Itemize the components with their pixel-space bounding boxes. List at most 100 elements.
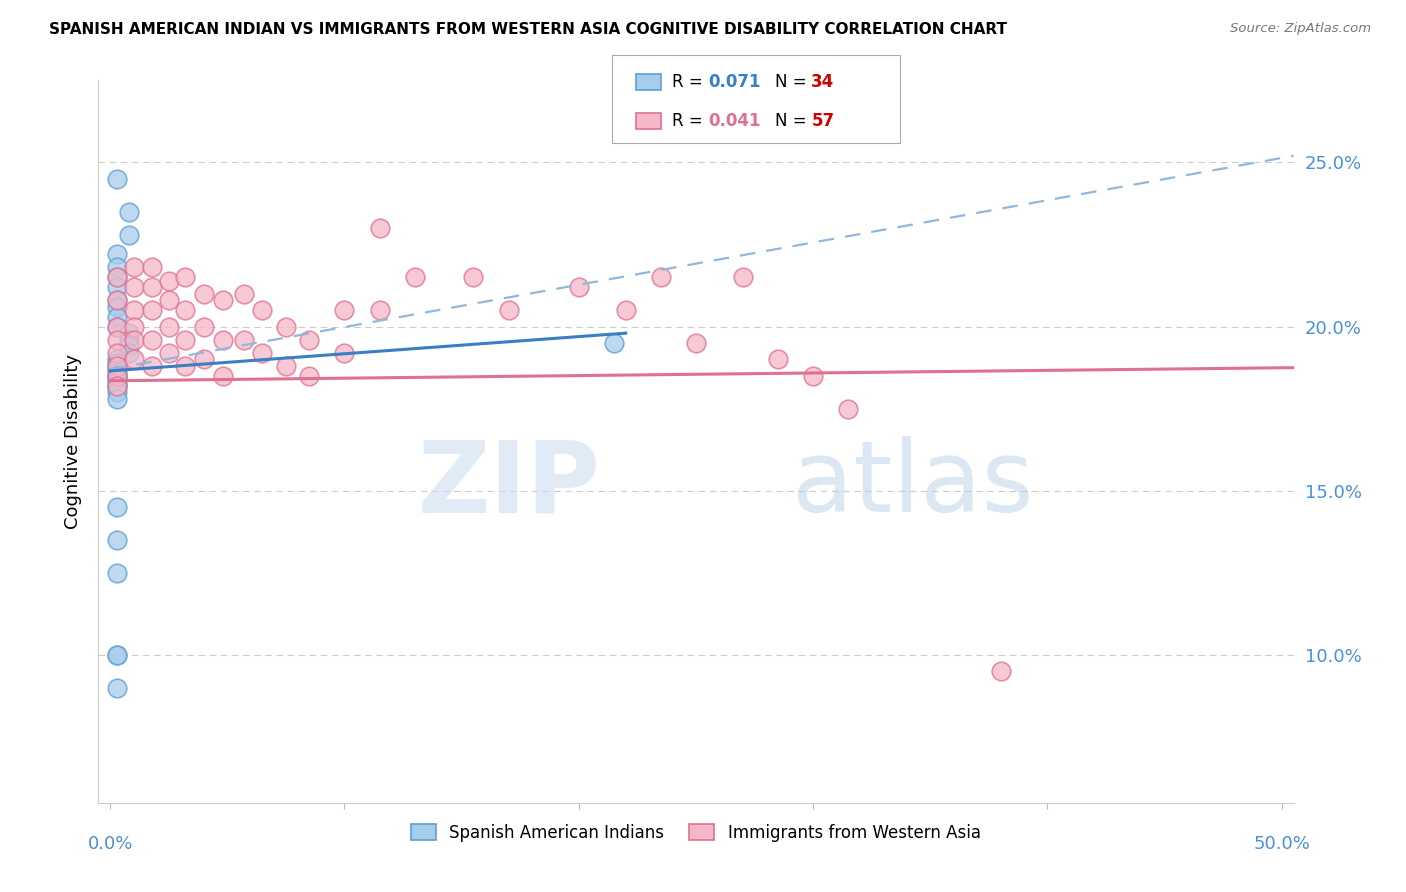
- Point: [118, 346, 141, 360]
- Point: [105, 500, 128, 515]
- Point: [141, 333, 163, 347]
- Point: [174, 303, 197, 318]
- Text: N =: N =: [775, 73, 811, 91]
- Point: [157, 293, 180, 308]
- Point: [122, 260, 145, 275]
- Point: [105, 247, 128, 261]
- Point: [614, 303, 637, 318]
- Point: [118, 339, 141, 353]
- Point: [731, 270, 754, 285]
- Text: 50.0%: 50.0%: [1253, 835, 1310, 854]
- Point: [122, 303, 145, 318]
- Point: [105, 368, 128, 383]
- Point: [105, 359, 128, 373]
- Point: [105, 378, 128, 392]
- Point: [105, 260, 128, 275]
- Point: [122, 333, 145, 347]
- Point: [105, 566, 128, 580]
- Point: [211, 368, 233, 383]
- Point: [274, 319, 297, 334]
- Point: [368, 221, 391, 235]
- Point: [252, 303, 274, 318]
- Point: [122, 280, 145, 294]
- Text: N =: N =: [775, 112, 811, 130]
- Point: [105, 300, 128, 314]
- Text: Source: ZipAtlas.com: Source: ZipAtlas.com: [1230, 22, 1371, 36]
- Point: [105, 356, 128, 370]
- Point: [105, 333, 128, 347]
- Point: [404, 270, 426, 285]
- Point: [685, 336, 707, 351]
- Point: [105, 648, 128, 662]
- Point: [766, 352, 789, 367]
- Text: atlas: atlas: [792, 436, 1033, 533]
- Point: [193, 319, 215, 334]
- Point: [105, 368, 128, 383]
- Point: [157, 274, 180, 288]
- Point: [368, 303, 391, 318]
- Point: [105, 352, 128, 367]
- Point: [105, 346, 128, 360]
- Point: [141, 280, 163, 294]
- Point: [122, 319, 145, 334]
- Text: R =: R =: [672, 112, 709, 130]
- Point: [105, 310, 128, 324]
- Point: [105, 280, 128, 294]
- Point: [333, 303, 356, 318]
- Text: 0.0%: 0.0%: [87, 835, 132, 854]
- Legend: Spanish American Indians, Immigrants from Western Asia: Spanish American Indians, Immigrants fro…: [405, 817, 987, 848]
- Point: [650, 270, 672, 285]
- Point: [105, 362, 128, 376]
- Point: [105, 533, 128, 547]
- Point: [122, 352, 145, 367]
- Point: [105, 368, 128, 383]
- Point: [232, 333, 254, 347]
- Point: [990, 665, 1012, 679]
- Text: ZIP: ZIP: [418, 436, 600, 533]
- Point: [105, 376, 128, 390]
- Point: [211, 293, 233, 308]
- Point: [157, 346, 180, 360]
- Point: [105, 392, 128, 406]
- Point: [105, 378, 128, 392]
- Point: [141, 359, 163, 373]
- Point: [105, 359, 128, 373]
- Point: [118, 333, 141, 347]
- Point: [118, 227, 141, 242]
- Point: [193, 352, 215, 367]
- Point: [141, 260, 163, 275]
- Point: [118, 326, 141, 340]
- Point: [603, 336, 626, 351]
- Point: [333, 346, 356, 360]
- Text: SPANISH AMERICAN INDIAN VS IMMIGRANTS FROM WESTERN ASIA COGNITIVE DISABILITY COR: SPANISH AMERICAN INDIAN VS IMMIGRANTS FR…: [49, 22, 1007, 37]
- Point: [105, 293, 128, 308]
- Point: [801, 368, 824, 383]
- Point: [105, 366, 128, 380]
- Point: [174, 270, 197, 285]
- Point: [105, 270, 128, 285]
- Text: R =: R =: [672, 73, 709, 91]
- Point: [105, 648, 128, 662]
- Text: 0.041: 0.041: [709, 112, 761, 130]
- Point: [141, 303, 163, 318]
- Text: 0.071: 0.071: [709, 73, 761, 91]
- Point: [157, 319, 180, 334]
- Point: [498, 303, 520, 318]
- Point: [211, 333, 233, 347]
- Point: [105, 372, 128, 386]
- Text: 34: 34: [811, 73, 835, 91]
- Point: [105, 681, 128, 695]
- Point: [105, 270, 128, 285]
- Point: [252, 346, 274, 360]
- Point: [568, 280, 591, 294]
- Point: [105, 385, 128, 400]
- Point: [105, 293, 128, 308]
- Point: [105, 319, 128, 334]
- Point: [174, 359, 197, 373]
- Point: [232, 286, 254, 301]
- Point: [118, 204, 141, 219]
- Point: [298, 333, 321, 347]
- Point: [837, 401, 859, 416]
- Point: [174, 333, 197, 347]
- Point: [298, 368, 321, 383]
